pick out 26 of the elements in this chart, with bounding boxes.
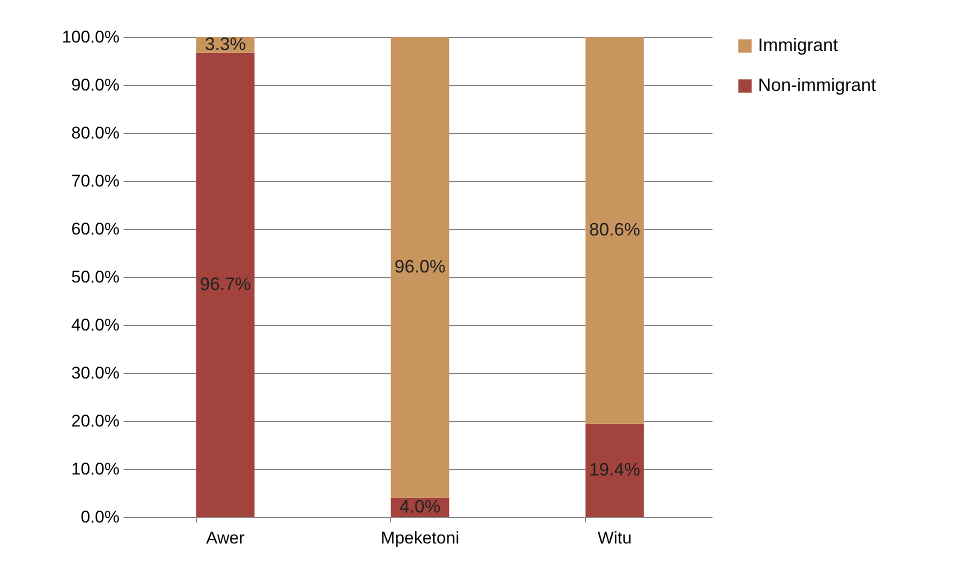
y-tick-label: 20.0% (71, 412, 120, 430)
y-tick-label: 0.0% (80, 508, 120, 526)
y-tick-label: 100.0% (62, 28, 120, 46)
legend-label: Non-immigrant (758, 75, 876, 95)
y-tick-label: 50.0% (71, 268, 120, 286)
data-label: 4.0% (399, 496, 441, 516)
data-label: 3.3% (204, 34, 246, 54)
legend-label: Immigrant (758, 35, 838, 55)
x-tick-label: Mpeketoni (380, 528, 460, 548)
bar (585, 424, 644, 517)
y-tick-label: 60.0% (71, 220, 120, 238)
y-tick-label: 80.0% (71, 124, 120, 142)
x-tick-label: Witu (598, 528, 632, 548)
data-label: 96.0% (394, 256, 446, 276)
y-tick-label: 30.0% (71, 364, 120, 382)
data-label: 19.4% (589, 459, 640, 480)
bar (196, 52, 255, 517)
y-tick-label: 90.0% (71, 76, 120, 94)
bar (585, 37, 644, 424)
y-tick-label: 40.0% (71, 316, 120, 334)
x-tick-label: Awer (206, 528, 245, 548)
data-label: 96.7% (200, 274, 251, 294)
y-tick-label: 70.0% (71, 172, 120, 190)
y-tick-label: 10.0% (71, 460, 120, 478)
data-label: 80.6% (589, 219, 640, 240)
bar (390, 37, 450, 498)
